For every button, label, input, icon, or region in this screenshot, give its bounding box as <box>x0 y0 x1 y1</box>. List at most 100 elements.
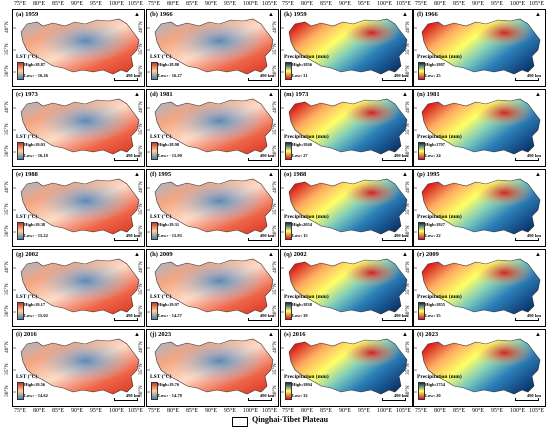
map-panel: (t) 2023 ▲ Precipitation (mm) High:1754 Low:… <box>413 329 546 407</box>
legend-color-bar <box>285 222 292 240</box>
latitude-tick: 30°N <box>405 145 411 157</box>
scale-label: 490 km <box>526 73 541 78</box>
panel-label: (j) 2023 <box>150 331 172 338</box>
latitude-tick: 35°N <box>272 283 278 295</box>
north-arrow-icon: ▲ <box>402 332 408 338</box>
top-longitude-tick: 75°E <box>148 1 161 7</box>
map-panel: (c) 1973 ▲ LST (°C) High:19.03 Low: - 16.18 4… <box>12 89 145 167</box>
top-longitude-tick: 105°E <box>128 1 144 7</box>
latitude-tick: 30°N <box>4 65 10 77</box>
latitude-tick: 30°N <box>138 65 144 77</box>
legend-high: High:19.97 <box>158 302 180 307</box>
plateau-overlay <box>155 339 273 394</box>
latitude-tick: 40°N <box>272 341 278 353</box>
bottom-longitude-tick: 75°E <box>282 408 295 414</box>
panel-label: (k) 1959 <box>284 11 307 18</box>
top-longitude-tick: 95°E <box>491 1 504 7</box>
legend-low: Low: - 16.27 <box>158 73 182 78</box>
scale-bar <box>515 318 539 321</box>
map-panel: (d) 1981 ▲ LST (°C) High:18.90 Low: - 15.90 4… <box>146 89 279 167</box>
legend-low: Low: - 15.22 <box>24 233 48 238</box>
lst-map <box>13 258 140 315</box>
north-arrow-icon: ▲ <box>134 252 140 258</box>
plateau-overlay <box>155 259 273 314</box>
map-panel: (a) 1959 ▲ LST (°C) High:18.87 Low: - 16.36 4… <box>12 9 145 87</box>
lst-map <box>13 98 140 155</box>
legend-title: LST (°C) <box>150 214 172 220</box>
legend-title: LST (°C) <box>16 54 38 60</box>
north-arrow-icon: ▲ <box>268 332 274 338</box>
top-longitude-tick: 85°E <box>320 1 333 7</box>
scale-label: 490 km <box>526 313 541 318</box>
top-longitude-tick: 90°E <box>339 1 352 7</box>
panel-label: (n) 1981 <box>417 91 440 98</box>
latitude-tick: 40°N <box>405 21 411 33</box>
top-longitude-tick: 100°E <box>510 1 526 7</box>
map-panel: (e) 1988 ▲ LST (°C) High:19.38 Low: - 15.22 4… <box>12 169 145 247</box>
north-arrow-icon: ▲ <box>535 172 541 178</box>
legend-color-bar <box>418 382 425 400</box>
latitude-tick: 30°N <box>405 305 411 317</box>
north-arrow-icon: ▲ <box>134 332 140 338</box>
legend-title: Precipitation (mm) <box>284 214 329 220</box>
north-arrow-icon: ▲ <box>268 12 274 18</box>
legend-low: Low: - 14.78 <box>158 393 182 398</box>
legend-title: Precipitation (mm) <box>284 374 329 380</box>
latitude-tick: 40°N <box>405 181 411 193</box>
latitude-tick: 35°N <box>138 43 144 55</box>
panel-label: (l) 1966 <box>417 11 438 18</box>
plateau-overlay <box>422 339 540 394</box>
top-longitude-tick: 100°E <box>377 1 393 7</box>
latitude-tick: 35°N <box>405 203 411 215</box>
lst-map <box>147 98 274 155</box>
latitude-tick: 35°N <box>405 283 411 295</box>
legend-title: LST (°C) <box>150 54 172 60</box>
plateau-overlay <box>289 19 407 74</box>
latitude-tick: 35°N <box>138 123 144 135</box>
scale-bar <box>114 78 138 81</box>
map-panel: (g) 2002 ▲ LST (°C) High:19.17 Low: - 15.02 4… <box>12 249 145 327</box>
scale-bar <box>248 158 272 161</box>
bottom-longitude-tick: 90°E <box>205 408 218 414</box>
scale-label: 490 km <box>526 233 541 238</box>
legend-low: Low: - 16.18 <box>24 153 48 158</box>
plateau-overlay <box>155 179 273 234</box>
scale-bar <box>248 78 272 81</box>
bottom-longitude-tick: 75°E <box>415 408 428 414</box>
scale-label: 490 km <box>393 73 408 78</box>
map-panel: (m) 1973 ▲ Precipitation (mm) High:1940 Low:… <box>280 89 413 167</box>
legend-title: Precipitation (mm) <box>417 54 462 60</box>
legend-high: High:1856 <box>292 62 313 67</box>
latitude-tick: 40°N <box>4 101 10 113</box>
latitude-tick: 35°N <box>138 203 144 215</box>
map-panel: (l) 1966 ▲ Precipitation (mm) High:1987 Low:… <box>413 9 546 87</box>
legend-high: High:1940 <box>292 142 313 147</box>
scale-bar <box>515 398 539 401</box>
plateau-overlay <box>422 259 540 314</box>
legend-high: High:1855 <box>425 302 446 307</box>
panel-label: (d) 1981 <box>150 91 173 98</box>
map-panel: (s) 2016 ▲ Precipitation (mm) High:1804 Low:… <box>280 329 413 407</box>
panel-label: (p) 1995 <box>417 171 440 178</box>
north-arrow-icon: ▲ <box>402 172 408 178</box>
latitude-tick: 40°N <box>4 181 10 193</box>
scale-label: 490 km <box>259 73 274 78</box>
latitude-tick: 35°N <box>138 363 144 375</box>
bottom-longitude-tick: 100°E <box>377 408 393 414</box>
legend-color-bar <box>151 142 158 160</box>
map-panel: (h) 2009 ▲ LST (°C) High:19.97 Low: - 14.57 4… <box>146 249 279 327</box>
latitude-tick: 40°N <box>138 261 144 273</box>
bottom-longitude-tick: 105°E <box>529 408 545 414</box>
lst-map <box>147 178 274 235</box>
legend-color-bar <box>17 142 24 160</box>
plateau-overlay <box>422 19 540 74</box>
panel-label: (f) 1995 <box>150 171 172 178</box>
lst-map <box>147 18 274 75</box>
legend-low: Low: - 14.62 <box>24 393 48 398</box>
legend-high: High:19.76 <box>158 382 180 387</box>
scale-bar <box>515 238 539 241</box>
bottom-longitude-tick: 100°E <box>510 408 526 414</box>
top-longitude-tick: 75°E <box>415 1 428 7</box>
plateau-overlay <box>289 99 407 154</box>
top-longitude-tick: 85°E <box>186 1 199 7</box>
